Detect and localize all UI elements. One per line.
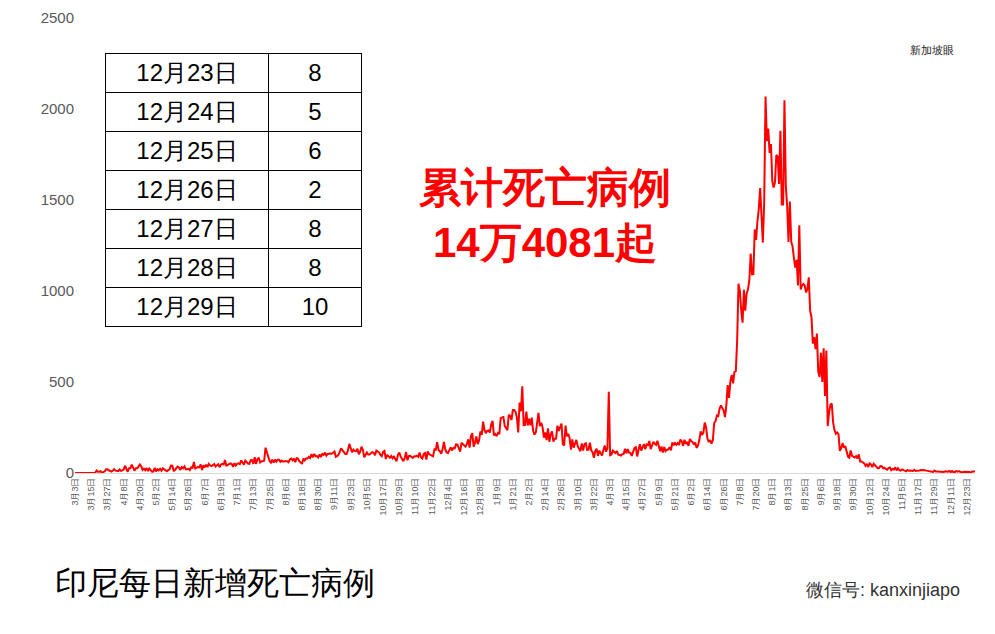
svg-text:11月10日: 11月10日 (410, 478, 420, 515)
svg-text:累计死亡病例14万4081起: 累计死亡病例14万4081起 (419, 164, 671, 266)
svg-text:10月17日: 10月17日 (378, 478, 388, 516)
svg-text:2月2日: 2月2日 (524, 478, 534, 506)
svg-text:7月1日: 7月1日 (232, 478, 242, 506)
html-text:2: 2 (308, 176, 322, 203)
svg-text:3月22日: 3月22日 (589, 478, 599, 511)
svg-text:9月30日: 9月30日 (848, 478, 858, 511)
svg-text:12月4日: 12月4日 (443, 478, 453, 511)
svg-text:8月6日: 8月6日 (281, 478, 291, 506)
html-text:5: 5 (308, 98, 322, 125)
svg-text:1月9日: 1月9日 (492, 478, 502, 506)
svg-text:8月25日: 8月25日 (800, 478, 810, 511)
svg-text:5月9日: 5月9日 (654, 478, 664, 506)
svg-text:1000: 1000 (41, 282, 74, 299)
svg-text:11月17日: 11月17日 (913, 478, 923, 515)
svg-text:9月6日: 9月6日 (816, 478, 826, 506)
svg-text:9月11日: 9月11日 (329, 478, 339, 510)
svg-text:2月26日: 2月26日 (556, 478, 566, 511)
svg-text:6月7日: 6月7日 (200, 478, 210, 506)
html-text:12月23日: 12月23日 (136, 59, 238, 86)
svg-text:6月26日: 6月26日 (719, 478, 729, 511)
svg-text:11月5日: 11月5日 (897, 478, 907, 510)
svg-text:12月23日: 12月23日 (962, 478, 972, 516)
svg-text:1500: 1500 (41, 191, 74, 208)
html-text:8: 8 (308, 215, 322, 242)
svg-text:5月14日: 5月14日 (167, 478, 177, 511)
svg-text:4月27日: 4月27日 (637, 478, 647, 511)
svg-text:2月14日: 2月14日 (540, 478, 550, 511)
svg-text:7月25日: 7月25日 (265, 478, 275, 511)
svg-text:9月18日: 9月18日 (832, 478, 842, 511)
svg-text:印尼每日新增死亡病例: 印尼每日新增死亡病例 (55, 565, 375, 601)
svg-text:6月2日: 6月2日 (686, 478, 696, 506)
html-text:6: 6 (308, 137, 322, 164)
svg-text:10月24日: 10月24日 (881, 478, 891, 516)
svg-text:4月8日: 4月8日 (119, 478, 129, 506)
svg-text:3月27日: 3月27日 (102, 478, 112, 511)
svg-text:10月29日: 10月29日 (394, 478, 404, 516)
svg-text:7月8日: 7月8日 (735, 478, 745, 506)
svg-text:12月28日: 12月28日 (475, 478, 485, 516)
svg-text:8月30日: 8月30日 (313, 478, 323, 511)
html-text:12月27日: 12月27日 (136, 215, 238, 242)
svg-text:5月2日: 5月2日 (151, 478, 161, 506)
svg-text:10月5日: 10月5日 (362, 478, 372, 511)
svg-text:8月18日: 8月18日 (297, 478, 307, 511)
svg-text:500: 500 (49, 373, 74, 390)
svg-text:2500: 2500 (41, 9, 74, 26)
svg-text:6月14日: 6月14日 (702, 478, 712, 511)
svg-text:7月13日: 7月13日 (248, 478, 258, 511)
svg-text:微信号: kanxinjiapo: 微信号: kanxinjiapo (806, 580, 960, 600)
svg-text:4月3日: 4月3日 (605, 478, 615, 506)
svg-text:7月20日: 7月20日 (751, 478, 761, 511)
html-text:12月24日: 12月24日 (136, 98, 238, 125)
svg-text:5月26日: 5月26日 (183, 478, 193, 511)
svg-text:3月3日: 3月3日 (70, 478, 80, 506)
svg-text:3月15日: 3月15日 (86, 478, 96, 511)
svg-text:10月12日: 10月12日 (865, 478, 875, 516)
svg-text:12月16日: 12月16日 (459, 478, 469, 516)
html-text:10: 10 (301, 293, 329, 320)
svg-text:0: 0 (66, 464, 74, 481)
html-text:8: 8 (308, 254, 322, 281)
html-text:8: 8 (308, 59, 322, 86)
svg-text:4月15日: 4月15日 (621, 478, 631, 511)
svg-text:8月1日: 8月1日 (767, 478, 777, 506)
svg-text:11月29日: 11月29日 (929, 478, 939, 515)
html-text:12月29日: 12月29日 (136, 293, 238, 320)
svg-text:1月21日: 1月21日 (508, 478, 518, 511)
svg-text:5月21日: 5月21日 (670, 478, 680, 511)
svg-text:9月23日: 9月23日 (346, 478, 356, 511)
svg-text:4月20日: 4月20日 (135, 478, 145, 511)
svg-text:3月10日: 3月10日 (573, 478, 583, 511)
svg-text:2000: 2000 (41, 100, 74, 117)
svg-text:12月11日: 12月11日 (946, 478, 956, 515)
svg-text:11月22日: 11月22日 (427, 478, 437, 515)
svg-text:8月13日: 8月13日 (783, 478, 793, 511)
svg-text:6月19日: 6月19日 (216, 478, 226, 511)
html-text:12月25日: 12月25日 (136, 137, 238, 164)
svg-text:新加坡眼: 新加坡眼 (910, 44, 954, 56)
html-text:12月28日: 12月28日 (136, 254, 238, 281)
html-text:12月26日: 12月26日 (136, 176, 238, 203)
